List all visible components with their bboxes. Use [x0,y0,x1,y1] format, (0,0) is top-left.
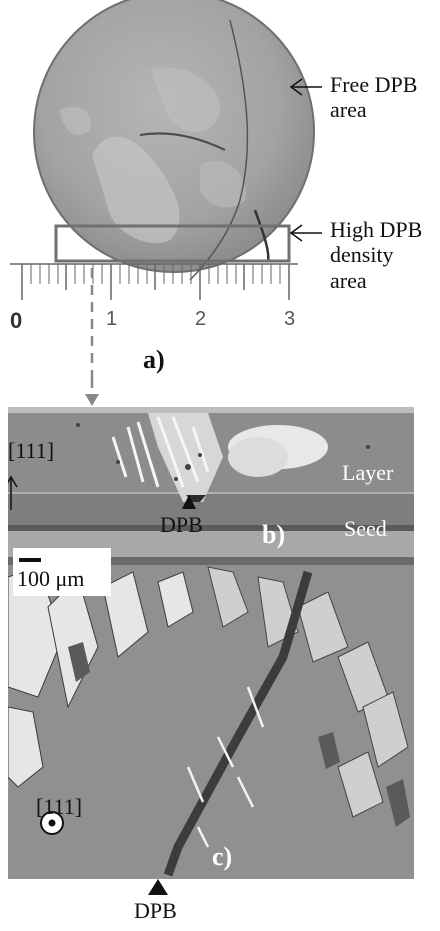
ruler-tick-1: 1 [106,308,118,330]
scale-bar-box: 100 μm [13,548,111,596]
seed-label: Seed [344,516,387,541]
high-dpb-label: High DPB density area [330,217,423,293]
ruler-tick-0: 0 [10,308,23,333]
wafer-disc [33,0,315,273]
layer-label: Layer [342,460,394,485]
panel-a-label: a) [143,345,165,374]
panel-b-label: b) [262,520,286,549]
wafer-figure [10,0,322,380]
scale-bar [19,558,41,562]
dpb-marker-b [182,495,196,509]
free-dpb-label: Free DPB area [330,72,418,123]
dpb-label-bottom: DPB [134,898,177,923]
leader-arrow [85,380,99,406]
dpb-marker-bottom [148,879,168,895]
dpb-label-b: DPB [160,512,203,537]
scale-bar-label: 100 μm [17,566,85,591]
micrograph [8,407,414,879]
direction-label-top: [111] [8,438,55,463]
direction-label-c: [111] [36,794,83,819]
ruler-tick-3: 3 [284,308,296,330]
annotation-arrows [289,78,322,242]
panel-c-label: c) [212,842,233,871]
ruler [10,263,298,300]
high-dpb-rectangle [54,224,291,263]
ruler-tick-2: 2 [195,308,207,330]
